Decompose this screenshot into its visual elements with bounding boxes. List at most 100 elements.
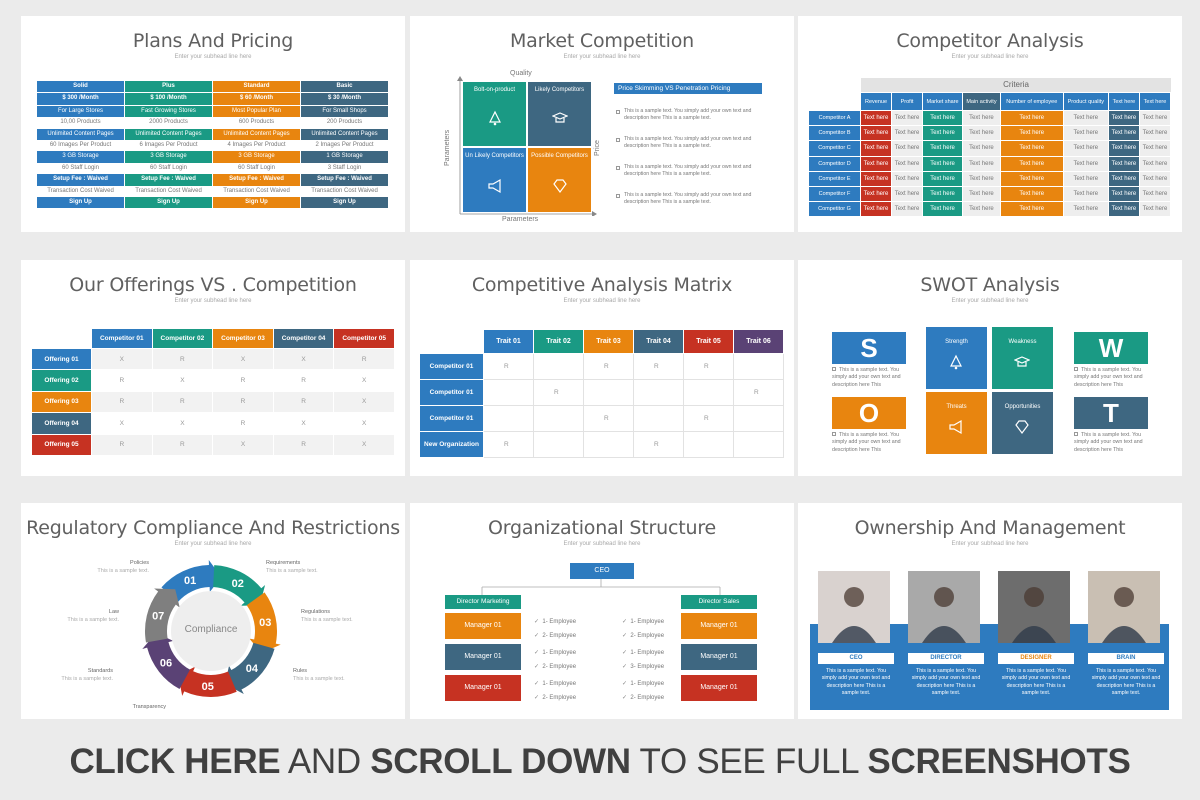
offering-cell: X: [91, 347, 153, 371]
cta-scroll-down: SCROLL DOWN: [370, 742, 631, 781]
criteria-col-header: Product quality: [1062, 92, 1109, 111]
matrix-cell: R: [683, 405, 734, 432]
team-role: DESIGNER: [998, 653, 1074, 664]
cycle-segment: [145, 588, 180, 643]
offering-cell: R: [91, 433, 153, 456]
criteria-cell: Text here: [1107, 170, 1140, 187]
offering-cell: R: [212, 412, 274, 435]
graduation-cap-icon: [1014, 356, 1030, 367]
criteria-cell: Text here: [962, 201, 1001, 218]
quadrant-possible[interactable]: Possible Competitors: [528, 147, 591, 212]
slide-ownership-and-management[interactable]: Ownership And Management Enter your subh…: [798, 503, 1182, 719]
pricing-cell-pages: Unlimited Content Pages: [213, 128, 300, 140]
pricing-cell-storage: 1 GB Storage: [301, 151, 388, 163]
cycle-segment: [142, 632, 190, 689]
quadrant-unlikely[interactable]: Un Likely Competitors: [463, 147, 526, 212]
team-desc: This is a sample text. You simply add yo…: [1091, 668, 1161, 697]
org-manager-left[interactable]: Manager 01: [445, 613, 521, 639]
criteria-cell: Text here: [999, 155, 1064, 172]
cycle-center: [171, 591, 251, 671]
org-connectors: [481, 579, 721, 595]
matrix-cell: [733, 353, 784, 380]
org-manager-left[interactable]: Manager 01: [445, 644, 521, 670]
matrix-cell: [633, 379, 684, 406]
quadrant-likely[interactable]: Likely Competitors: [528, 82, 591, 146]
pricing-cell-setup: Setup Fee : Waived: [213, 174, 300, 186]
slide-subtitle: Enter your subhead line here: [563, 298, 641, 304]
cta-banner[interactable]: CLICK HERE AND SCROLL DOWN TO SEE FULL S…: [0, 742, 1200, 782]
criteria-cell: Text here: [891, 201, 924, 218]
org-manager-right[interactable]: Manager 01: [681, 613, 757, 639]
org-ceo-box[interactable]: CEO: [570, 563, 634, 579]
offerings-table: Competitor 01 Competitor 02 Competitor 03 C…: [31, 328, 395, 456]
pricing-cell-name: Standard: [213, 81, 300, 93]
pricing-cell-cta[interactable]: Sign Up: [301, 196, 388, 209]
pricing-cell-txn: Transaction Cost Waived: [135, 187, 202, 194]
pricing-cell-cta[interactable]: Sign Up: [37, 196, 124, 209]
swot-letter-o: O: [832, 397, 906, 429]
pricing-cell-products: 200 Products: [326, 119, 363, 126]
criteria-cell: Text here: [1062, 125, 1109, 142]
pricing-cell-for: Most Popular Plan: [213, 105, 300, 118]
competitor-row-header: Competitor E: [808, 170, 861, 187]
cycle-label: Regulations This is a sample text.: [301, 609, 353, 623]
org-manager-right[interactable]: Manager 01: [681, 675, 757, 701]
org-manager-right[interactable]: Manager 01: [681, 644, 757, 670]
criteria-cell: Text here: [999, 201, 1064, 218]
offering-col-header: Competitor 03: [212, 328, 274, 349]
slide-offerings-vs-competition[interactable]: Our Offerings VS . Competition Enter you…: [21, 260, 405, 476]
swot-opportunities-tile[interactable]: Opportunities: [992, 392, 1053, 454]
criteria-cell: Text here: [1107, 155, 1140, 172]
swot-weakness-tile[interactable]: Weakness: [992, 327, 1053, 389]
offering-cell: R: [212, 369, 274, 392]
cycle-center-label: Compliance: [184, 624, 238, 635]
pricing-cell-cta[interactable]: Sign Up: [125, 196, 212, 209]
pricing-cell-products: 600 Products: [238, 119, 275, 126]
offering-cell: X: [272, 347, 335, 371]
swot-desc-w: This is a sample text. You simply add yo…: [1074, 367, 1143, 388]
pricing-cell-storage: 3 GB Storage: [213, 151, 300, 163]
offering-cell: R: [212, 390, 274, 414]
axes-arrows: [457, 76, 597, 216]
swot-strength-tile[interactable]: Strength: [926, 327, 987, 389]
criteria-cell: Text here: [891, 140, 924, 157]
cta-click-here[interactable]: CLICK HERE: [69, 742, 281, 781]
note-item: This is a sample text. You simply add yo…: [616, 192, 766, 206]
slide-plans-and-pricing[interactable]: Plans And Pricing Enter your subhead lin…: [21, 16, 405, 232]
swot-desc-s: This is a sample text. You simply add yo…: [832, 367, 901, 388]
slide-market-competition[interactable]: Market Competition Enter your subhead li…: [410, 16, 794, 232]
slide-competitive-analysis-matrix[interactable]: Competitive Analysis Matrix Enter your s…: [410, 260, 794, 476]
note-item: This is a sample text. You simply add yo…: [616, 108, 766, 122]
cycle-label: Policies This is a sample text.: [97, 560, 149, 574]
matrix-cell: [633, 405, 684, 432]
slide-title: Our Offerings VS . Competition: [69, 274, 357, 296]
pricing-cell-cta[interactable]: Sign Up: [213, 196, 300, 209]
org-manager-left[interactable]: Manager 01: [445, 675, 521, 701]
org-director-marketing[interactable]: Director Marketing: [445, 595, 521, 609]
offering-cell: R: [272, 433, 335, 456]
slide-subtitle: Enter your subhead line here: [174, 298, 252, 304]
cta-screenshots: SCREENSHOTS: [867, 742, 1131, 781]
pricing-cell-price: $ 30 /Month: [301, 93, 388, 105]
offering-row-header: Offering 01: [31, 347, 92, 371]
offering-cell: R: [151, 433, 214, 456]
slide-organizational-structure[interactable]: Organizational Structure Enter your subh…: [410, 503, 794, 719]
criteria-header: Criteria: [861, 78, 1171, 92]
pricing-cell-price: $ 100 /Month: [125, 93, 212, 105]
slide-regulatory-compliance[interactable]: Regulatory Compliance And Restrictions E…: [21, 503, 405, 719]
cycle-step-number: 05: [202, 681, 214, 693]
offering-col-header: Competitor 02: [151, 328, 214, 349]
pricing-cell-txn: Transaction Cost Waived: [47, 187, 114, 194]
quadrant-bolt-on[interactable]: Bolt-on-product: [463, 82, 526, 146]
slide-swot-analysis[interactable]: SWOT Analysis Enter your subhead line he…: [798, 260, 1182, 476]
swot-threats-tile[interactable]: Threats: [926, 392, 987, 454]
org-director-sales[interactable]: Director Sales: [681, 595, 757, 609]
team-desc: This is a sample text. You simply add yo…: [911, 668, 981, 697]
slide-subtitle: Enter your subhead line here: [174, 54, 252, 60]
team-photo: [908, 571, 980, 643]
slide-subtitle: Enter your subhead line here: [174, 541, 252, 547]
slide-competitor-analysis[interactable]: Competitor Analysis Enter your subhead l…: [798, 16, 1182, 232]
matrix-row-header: Competitor 01: [419, 405, 484, 432]
matrix-row-header: Competitor 01: [419, 353, 484, 380]
criteria-cell: Text here: [1138, 170, 1172, 187]
